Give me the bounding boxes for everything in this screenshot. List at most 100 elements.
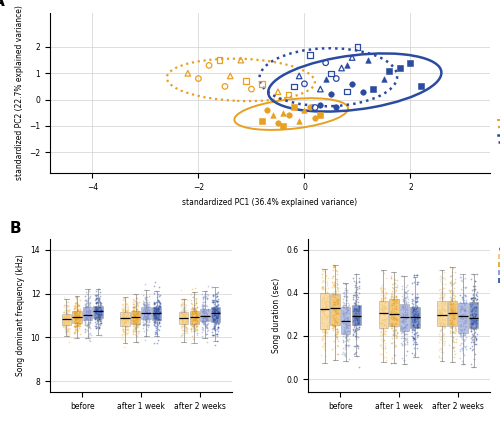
Point	[411, 308, 419, 314]
Point	[141, 307, 149, 314]
Point	[318, 314, 326, 320]
Point	[355, 305, 363, 312]
Point	[178, 318, 186, 325]
Point	[177, 304, 185, 311]
Point	[320, 334, 328, 341]
Point	[92, 298, 100, 305]
Point	[350, 305, 358, 312]
Point	[72, 325, 80, 332]
Point	[448, 338, 456, 345]
Point	[198, 315, 206, 322]
Point	[438, 288, 446, 294]
Point	[324, 319, 332, 325]
Point	[334, 322, 342, 328]
Point	[178, 308, 186, 315]
Point	[119, 307, 127, 314]
Point	[64, 328, 72, 335]
Point	[64, 331, 72, 337]
Point	[462, 343, 470, 350]
Point	[202, 291, 210, 297]
Point	[132, 317, 140, 324]
Point	[456, 291, 464, 298]
Point	[354, 305, 362, 312]
Point	[178, 311, 186, 317]
Point	[350, 331, 358, 338]
Point	[182, 325, 190, 331]
Point	[144, 299, 152, 306]
Point	[318, 271, 326, 277]
Point	[180, 311, 188, 318]
Point	[75, 312, 83, 319]
Point	[459, 319, 467, 326]
Point	[350, 315, 358, 322]
Point	[446, 341, 454, 348]
Point	[85, 319, 93, 325]
Point	[460, 307, 468, 314]
Point	[440, 315, 448, 322]
Point	[124, 325, 132, 332]
Point	[61, 315, 69, 322]
Point	[412, 341, 420, 348]
Point	[467, 324, 475, 331]
Point	[182, 319, 190, 326]
Point	[411, 336, 419, 343]
Point	[122, 327, 130, 334]
Point	[64, 317, 72, 323]
Point	[86, 315, 94, 322]
Point	[438, 319, 446, 326]
Point	[212, 338, 220, 345]
Point	[446, 298, 454, 305]
Point	[143, 303, 151, 310]
Point	[202, 322, 210, 329]
Point	[468, 311, 476, 317]
Point	[70, 308, 78, 315]
Point	[144, 323, 152, 330]
Point	[334, 297, 342, 304]
Point	[204, 328, 212, 335]
Point	[446, 272, 454, 279]
Point	[351, 322, 359, 329]
Point	[210, 306, 218, 313]
Point	[448, 312, 456, 319]
Point	[450, 306, 458, 313]
Point	[435, 309, 443, 316]
Point	[140, 296, 148, 303]
Point	[182, 302, 190, 308]
Point	[436, 310, 444, 317]
Point	[388, 322, 396, 328]
Point	[76, 321, 84, 328]
Point	[330, 299, 338, 305]
Point	[132, 316, 140, 323]
Point	[413, 311, 421, 318]
Point	[80, 316, 88, 323]
Point	[152, 320, 160, 326]
Point	[95, 296, 103, 303]
Point	[179, 326, 187, 333]
Point	[62, 322, 70, 328]
Point	[181, 328, 189, 335]
Point	[331, 307, 339, 314]
Point	[381, 321, 389, 328]
Point	[440, 268, 448, 275]
Point	[188, 290, 196, 297]
Point	[387, 340, 395, 346]
Point	[342, 324, 350, 331]
Point	[353, 316, 361, 323]
Point	[118, 309, 126, 316]
Point	[76, 311, 84, 317]
Point	[446, 320, 454, 327]
Point	[318, 308, 326, 315]
Point	[142, 308, 150, 315]
Point	[344, 315, 351, 322]
Point	[129, 320, 137, 327]
Point	[355, 302, 363, 309]
Point	[400, 311, 407, 318]
Point	[152, 330, 160, 337]
Point	[413, 322, 421, 329]
Point	[469, 271, 477, 277]
Point	[214, 308, 222, 314]
Point	[131, 319, 139, 326]
Point	[141, 315, 149, 322]
Point	[323, 330, 331, 337]
Point	[152, 309, 160, 316]
